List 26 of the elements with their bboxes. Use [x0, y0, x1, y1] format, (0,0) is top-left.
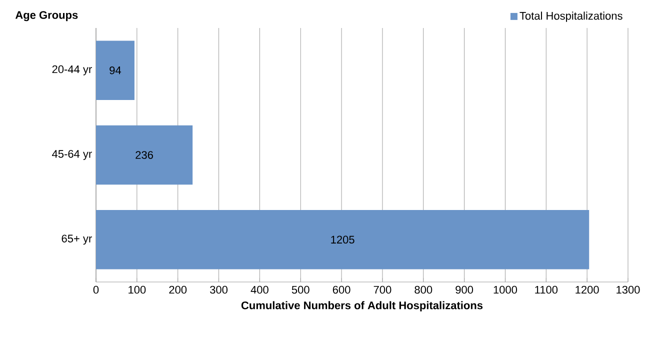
- x-axis-title: Cumulative Numbers of Adult Hospitalizations: [241, 301, 483, 312]
- x-tick-label: 1300: [616, 286, 640, 294]
- y-tick-label: 45-64 yr: [52, 150, 92, 160]
- x-tick-label: 1200: [576, 286, 599, 294]
- x-tick-label: 700: [374, 286, 392, 294]
- y-tick-label: 20-44 yr: [52, 65, 92, 76]
- data-label: 94: [110, 66, 122, 74]
- legend-label: Total Hospitalizations: [520, 12, 622, 22]
- x-tick-label: 100: [128, 286, 146, 294]
- bar: [96, 125, 193, 185]
- x-tick-label: 1000: [494, 286, 518, 294]
- x-tick-label: 0: [93, 286, 99, 294]
- bar: [96, 210, 590, 270]
- x-tick-label: 600: [332, 286, 350, 294]
- y-tick-label: 65+ yr: [62, 234, 92, 245]
- x-tick-label: 500: [292, 286, 310, 294]
- x-tick-label: 900: [456, 286, 474, 294]
- x-tick-label: 1100: [535, 286, 558, 294]
- x-tick-label: 800: [414, 286, 432, 294]
- y-axis-title: Age Groups: [15, 11, 78, 22]
- data-label: 236: [136, 151, 153, 159]
- bar: [96, 40, 134, 100]
- x-tick-label: 300: [210, 286, 228, 294]
- x-tick-label: 200: [169, 286, 187, 294]
- data-label: 1205: [331, 236, 354, 244]
- x-tick-label: 400: [250, 286, 268, 294]
